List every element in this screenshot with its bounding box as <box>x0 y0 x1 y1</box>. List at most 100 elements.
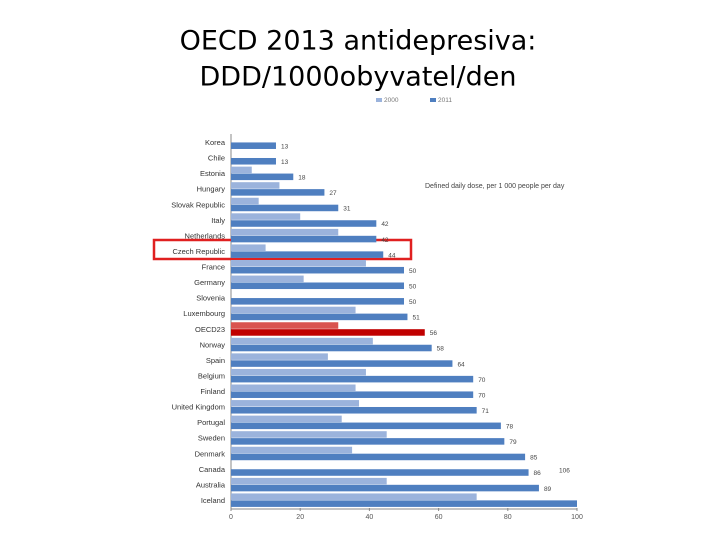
y-tick-label: Slovak Republic <box>171 200 225 209</box>
legend-swatch <box>376 98 382 102</box>
y-tick-label: Norway <box>200 340 226 349</box>
y-tick-label: Iceland <box>201 496 225 505</box>
bar <box>231 384 356 392</box>
value-label: 70 <box>478 392 486 399</box>
bar <box>231 182 280 189</box>
bar <box>231 298 404 305</box>
value-label: 89 <box>544 486 552 493</box>
bar <box>231 260 366 267</box>
value-label: 42 <box>381 221 389 228</box>
bar <box>231 368 366 376</box>
value-label: 71 <box>482 408 490 415</box>
bar <box>231 446 353 454</box>
value-label: 51 <box>412 315 420 322</box>
bar <box>231 266 404 274</box>
legend-label: 2011 <box>438 97 452 104</box>
bar <box>231 275 304 283</box>
y-tick-label: Luxembourg <box>183 309 225 318</box>
y-tick-label: Slovenia <box>196 294 226 303</box>
bar <box>231 322 339 329</box>
value-label: 13 <box>281 159 289 166</box>
x-tick-label: 60 <box>435 514 443 521</box>
value-label: 58 <box>437 346 445 353</box>
value-label: 79 <box>509 439 517 446</box>
bar <box>231 197 259 205</box>
legend-label: 2000 <box>384 97 399 104</box>
x-tick-label: 40 <box>366 514 374 521</box>
bar <box>231 244 266 251</box>
y-tick-label: Germany <box>194 278 225 287</box>
bar <box>231 166 252 174</box>
bar <box>231 469 529 476</box>
value-label: 18 <box>298 175 306 182</box>
bar <box>231 189 325 196</box>
bar <box>231 220 377 227</box>
y-tick-label: Spain <box>206 356 225 365</box>
bar <box>231 313 408 321</box>
y-tick-label: Canada <box>199 465 226 474</box>
value-label: 78 <box>506 424 514 431</box>
bar <box>231 453 526 461</box>
value-label: 31 <box>343 206 351 213</box>
y-tick-label: Belgium <box>198 371 225 380</box>
bar <box>231 391 474 398</box>
title-line: OECD 2013 antidepresiva: <box>180 26 537 57</box>
bar <box>231 329 425 336</box>
x-tick-label: 0 <box>229 514 233 521</box>
bar <box>231 406 477 414</box>
bar <box>231 337 373 345</box>
bar <box>231 400 360 407</box>
bar <box>231 438 505 445</box>
plot-area <box>231 142 577 507</box>
y-tick-label: United Kingdom <box>172 403 225 412</box>
x-tick-label: 80 <box>504 514 512 521</box>
axis-annotation: Defined daily dose, per 1 000 people per… <box>425 183 565 190</box>
y-tick-label: Hungary <box>197 185 226 194</box>
bar <box>231 157 276 165</box>
y-tick-label: France <box>202 263 225 272</box>
bar <box>231 173 294 181</box>
value-label: 50 <box>409 283 417 290</box>
y-tick-label: Australia <box>196 480 226 489</box>
bar <box>231 484 539 492</box>
value-label: 27 <box>329 190 337 197</box>
bar <box>231 142 276 149</box>
bar <box>231 282 404 290</box>
x-tick-label: 20 <box>296 514 304 521</box>
value-label: 106 <box>559 468 570 475</box>
value-label: 86 <box>534 470 542 477</box>
bar <box>231 204 339 212</box>
y-tick-label: Denmark <box>195 449 226 458</box>
y-tick-label: Estonia <box>200 169 226 178</box>
bar <box>231 415 342 423</box>
y-tick-label: Finland <box>200 387 225 396</box>
y-tick-label: Portugal <box>197 418 225 427</box>
bar <box>231 431 387 438</box>
bar <box>231 344 432 352</box>
bar <box>231 422 501 430</box>
y-tick-label: Italy <box>211 216 225 225</box>
value-label: 70 <box>478 377 486 384</box>
y-tick-label: OECD23 <box>195 325 225 334</box>
value-label: 44 <box>388 252 396 259</box>
bar <box>231 251 384 258</box>
value-label: 56 <box>430 330 438 337</box>
y-tick-label: Sweden <box>198 434 225 443</box>
value-label: 85 <box>530 455 538 462</box>
bar <box>231 493 477 500</box>
title-line: DDD/1000obyvatel/den <box>200 62 517 93</box>
bar <box>231 375 474 383</box>
bar <box>231 360 453 367</box>
bar <box>231 500 577 507</box>
value-label: 50 <box>409 299 417 306</box>
y-tick-label: Korea <box>205 138 226 147</box>
value-label: 50 <box>409 268 417 275</box>
y-tick-label: Czech Republic <box>172 247 225 256</box>
y-tick-label: Chile <box>208 154 225 163</box>
bar <box>231 235 377 243</box>
y-tick-label: Netherlands <box>185 231 226 240</box>
legend-swatch <box>430 98 436 102</box>
value-label: 13 <box>281 143 289 150</box>
bar <box>231 477 387 485</box>
